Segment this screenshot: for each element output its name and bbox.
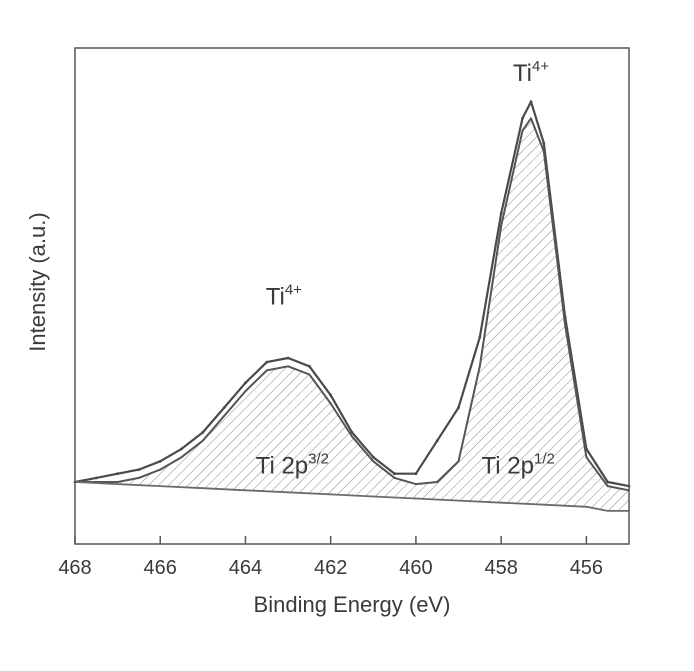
data-point xyxy=(586,506,588,508)
data-point xyxy=(530,100,533,103)
data-point xyxy=(500,502,502,504)
data-point xyxy=(372,456,375,459)
data-point xyxy=(607,510,609,512)
x-tick-label: 466 xyxy=(144,557,177,579)
data-point xyxy=(436,481,438,483)
data-point xyxy=(308,365,311,368)
data-point xyxy=(159,469,161,471)
data-point xyxy=(287,491,289,493)
data-point xyxy=(393,472,396,475)
data-point xyxy=(223,415,225,417)
data-point xyxy=(95,477,98,480)
data-point xyxy=(245,489,247,491)
data-point xyxy=(180,448,183,451)
data-point xyxy=(530,117,532,119)
x-tick-label: 468 xyxy=(58,557,91,579)
data-point xyxy=(265,361,268,364)
data-point xyxy=(159,485,161,487)
x-tick-label: 456 xyxy=(570,557,603,579)
data-point xyxy=(117,483,119,485)
peak-annotation: Ti4+ xyxy=(513,58,549,87)
data-point xyxy=(436,439,439,442)
y-axis-label: Intensity (a.u.) xyxy=(25,212,50,351)
data-point xyxy=(564,324,566,326)
data-point xyxy=(117,481,119,483)
data-point xyxy=(457,406,460,409)
data-point xyxy=(543,150,545,152)
x-tick-label: 460 xyxy=(399,557,432,579)
data-point xyxy=(138,477,140,479)
data-point xyxy=(543,504,545,506)
data-point xyxy=(245,390,247,392)
data-point xyxy=(266,370,268,372)
data-point xyxy=(415,498,417,500)
data-point xyxy=(500,225,502,227)
data-point xyxy=(458,500,460,502)
data-point xyxy=(244,381,247,384)
x-tick-label: 464 xyxy=(229,557,262,579)
data-point xyxy=(458,460,460,462)
data-point xyxy=(201,431,204,434)
data-point xyxy=(116,472,119,475)
data-point xyxy=(330,403,332,405)
data-point xyxy=(202,487,204,489)
data-point xyxy=(181,456,183,458)
data-point xyxy=(607,485,609,487)
data-point xyxy=(522,130,524,132)
peak-annotation: Ti4+ xyxy=(266,281,302,310)
data-point xyxy=(521,117,524,120)
data-point xyxy=(330,494,332,496)
data-point xyxy=(586,456,588,458)
data-point xyxy=(159,460,162,463)
data-point xyxy=(351,436,353,438)
x-tick-label: 462 xyxy=(314,557,347,579)
data-point xyxy=(287,365,289,367)
data-point xyxy=(542,142,545,145)
data-point xyxy=(606,481,609,484)
data-point xyxy=(329,394,332,397)
data-point xyxy=(479,365,481,367)
x-tick-label: 458 xyxy=(484,557,517,579)
data-point xyxy=(372,460,374,462)
data-point xyxy=(287,357,290,360)
data-point xyxy=(500,212,503,215)
data-point xyxy=(309,374,311,376)
x-axis-label: Binding Energy (eV) xyxy=(254,592,451,617)
data-point xyxy=(372,496,374,498)
data-point xyxy=(415,472,418,475)
data-point xyxy=(202,440,204,442)
data-point xyxy=(138,468,141,471)
data-point xyxy=(223,406,226,409)
data-point xyxy=(415,483,417,485)
data-point xyxy=(394,477,396,479)
data-point xyxy=(478,336,481,339)
